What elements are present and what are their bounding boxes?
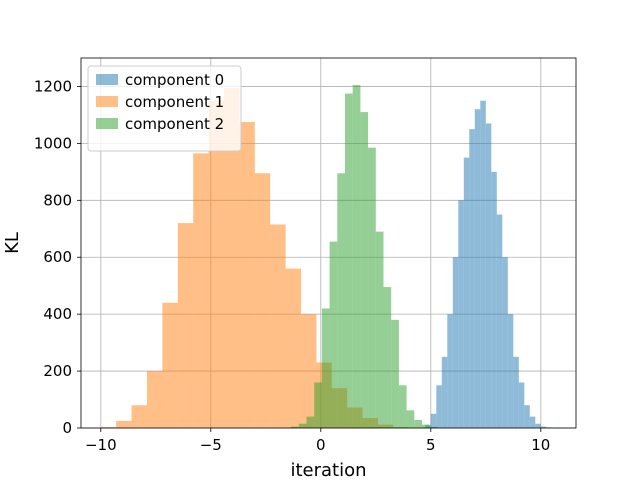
- y-tick-label-6: 1200: [34, 77, 72, 95]
- series-2-bin-15: [406, 410, 415, 428]
- plot-frame: [80, 57, 577, 429]
- series-1-bin-0: [100, 427, 117, 428]
- series-1-bin-5: [177, 223, 194, 428]
- x-axis-ticks: −10 −5 0 5 10: [85, 428, 550, 454]
- legend-label-2: component 2: [125, 115, 224, 133]
- legend-swatch-1: [96, 96, 118, 107]
- y-tick-label-3: 600: [43, 248, 72, 266]
- series-1-bin-3: [147, 371, 163, 428]
- legend-swatch-0: [96, 74, 118, 85]
- series-0-bin-12: [491, 171, 497, 428]
- series-2-bin-4: [321, 308, 330, 428]
- series-2-bin-16: [414, 420, 422, 428]
- series-2-bin-9: [360, 112, 369, 429]
- series-2-bin-18: [429, 426, 438, 428]
- legend-swatch-2: [96, 118, 118, 129]
- series-0-bin-3: [441, 356, 448, 428]
- series-1-bin-11: [270, 224, 286, 428]
- series-1-bin-6: [193, 153, 209, 428]
- series-1-bars: [100, 87, 409, 429]
- series-0-bin-13: [496, 214, 503, 428]
- y-tick-label-4: 800: [43, 191, 72, 209]
- y-tick-label-5: 1000: [34, 134, 72, 152]
- x-tick-label-4: 10: [531, 436, 550, 454]
- x-tick-label-3: 5: [426, 436, 436, 454]
- series-0-bin-15: [507, 314, 514, 428]
- series-1-bin-2: [131, 405, 147, 428]
- series-2-bin-5: [329, 241, 338, 428]
- series-0-bin-6: [458, 200, 464, 428]
- legend-label-0: component 0: [125, 71, 224, 89]
- x-axis-label: iteration: [290, 460, 366, 480]
- y-tick-label-1: 200: [43, 362, 72, 380]
- series-0-bin-10: [480, 100, 486, 428]
- x-tick-label-1: −5: [200, 436, 222, 454]
- series-1-bin-4: [162, 302, 178, 428]
- legend: component 0 component 1 component 2: [87, 65, 242, 152]
- series-0-bin-4: [447, 314, 453, 428]
- series-0-bin-21: [540, 426, 547, 428]
- legend-box: [87, 65, 242, 152]
- series-1-bin-12: [285, 268, 301, 428]
- series-2-bin-12: [383, 287, 392, 428]
- y-axis-ticks: 0 200 400 600 800 1000 1200: [34, 77, 81, 437]
- series-1-bin-13: [301, 314, 317, 428]
- series-0-bin-16: [513, 356, 519, 428]
- series-2-bin-11: [375, 231, 384, 428]
- series-0-bin-20: [535, 423, 541, 428]
- legend-label-1: component 1: [125, 93, 224, 111]
- series-2-bin-17: [422, 424, 430, 428]
- y-tick-label-2: 400: [43, 305, 72, 323]
- series-0-bin-9: [474, 109, 481, 428]
- series-2-bin-10: [368, 147, 376, 428]
- series-1-bin-9: [239, 122, 255, 429]
- series-2-bin-3: [314, 382, 322, 428]
- series-1-bin-8: [224, 87, 240, 428]
- series-2-bin-2: [306, 416, 315, 428]
- series-0-bin-11: [485, 123, 492, 428]
- series-2-bin-0: [291, 426, 299, 428]
- series-1-bin-10: [254, 173, 271, 428]
- series-0-bin-8: [469, 129, 475, 428]
- y-tick-label-0: 0: [62, 419, 72, 437]
- series-0-bin-1: [430, 413, 437, 428]
- y-axis-label: KL: [2, 232, 23, 254]
- series-2-bin-8: [352, 85, 361, 429]
- series-0-bin-17: [518, 382, 525, 428]
- series-2-bin-6: [337, 173, 345, 428]
- series-2-bin-14: [398, 385, 407, 428]
- series-1-bin-7: [208, 100, 224, 428]
- series-0-bin-18: [524, 405, 530, 428]
- series-0-bin-7: [463, 157, 470, 428]
- x-tick-label-2: 0: [316, 436, 326, 454]
- x-tick-label-0: −10: [85, 436, 117, 454]
- histogram-bars: [100, 85, 552, 429]
- series-2-bin-13: [391, 319, 399, 428]
- series-0-bars: [425, 100, 552, 428]
- series-0-bin-5: [452, 257, 459, 428]
- series-1-bin-1: [116, 420, 132, 428]
- series-0-bin-19: [529, 416, 536, 428]
- series-0-bin-14: [502, 257, 508, 428]
- series-2-bars: [291, 85, 438, 429]
- series-2-bin-1: [298, 423, 307, 428]
- series-2-bin-7: [345, 93, 353, 429]
- series-0-bin-2: [436, 385, 442, 428]
